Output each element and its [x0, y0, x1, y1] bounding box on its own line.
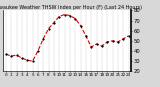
- Title: Milwaukee Weather THSW Index per Hour (F) (Last 24 Hours): Milwaukee Weather THSW Index per Hour (F…: [0, 5, 142, 10]
